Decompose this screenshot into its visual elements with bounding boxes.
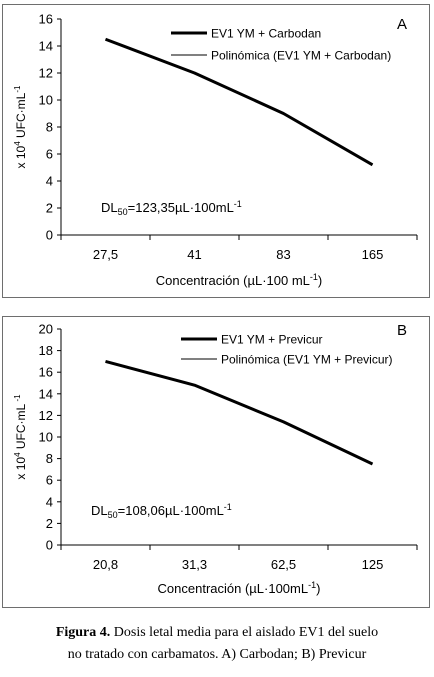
ld50-annotation: DL50=108,06µL·100mL-1	[91, 502, 232, 520]
x-tick-label: 41	[187, 247, 201, 262]
y-tick-label: 20	[39, 322, 53, 337]
x-axis-label: Concentración (µL·100mL-1)	[158, 580, 321, 596]
y-tick-label: 8	[46, 451, 53, 466]
x-tick-label: 20,8	[93, 557, 118, 572]
y-tick-label: 6	[46, 147, 53, 162]
y-tick-label: 10	[39, 430, 53, 445]
y-tick-label: 14	[39, 39, 53, 54]
legend-entry-1: EV1 YM + Carbodan	[211, 27, 321, 41]
y-tick-label: 12	[39, 66, 53, 81]
y-tick-label: 0	[46, 538, 53, 553]
panel-label: A	[397, 16, 407, 33]
y-tick-label: 12	[39, 408, 53, 423]
x-tick-label: 165	[362, 247, 384, 262]
x-tick-label: 83	[276, 247, 290, 262]
panel-label: B	[397, 322, 407, 339]
ld50-annotation: DL50=123,35µL·100mL-1	[101, 199, 242, 217]
y-tick-label: 16	[39, 365, 53, 380]
x-tick-label: 62,5	[271, 557, 296, 572]
y-tick-label: 10	[39, 93, 53, 108]
y-tick-label: 0	[46, 228, 53, 243]
caption-line-2: no tratado con carbamatos. A) Carbodan; …	[67, 647, 367, 662]
legend-entry-2: Polinómica (EV1 YM + Carbodan)	[211, 49, 391, 63]
chart-a-svg: 0 2 4 6 8 10 12 14 16 27,5 41 83 165 EV1 YM + Carboda…	[13, 12, 418, 288]
y-tick-label: 4	[46, 494, 53, 509]
chart-panel-a: 0 2 4 6 8 10 12 14 16 27,5 41 83 165 EV1 YM + Carboda…	[2, 4, 430, 298]
y-tick-label: 2	[46, 516, 53, 531]
series-line-2	[105, 360, 373, 465]
y-axis-label: x 104 UFC·mL -1	[13, 394, 28, 480]
x-tick-label: 27,5	[93, 247, 118, 262]
caption-line-1: Dosis letal media para el aislado EV1 de…	[110, 625, 379, 640]
y-tick-label: 2	[46, 201, 53, 216]
x-tick-label: 31,3	[182, 557, 207, 572]
chart-b-svg: 0 2 4 6 8 10 12 14 16 18 20 20,8 31,3 62,5 125 EV1 YM +…	[13, 322, 418, 596]
y-axis-label: x 104 UFC·mL-1	[13, 85, 28, 168]
x-tick-label: 125	[362, 557, 384, 572]
series-line-2	[105, 38, 373, 166]
chart-panel-b: 0 2 4 6 8 10 12 14 16 18 20 20,8 31,3 62,5 125 EV1 YM +…	[2, 316, 430, 608]
y-tick-label: 14	[39, 386, 53, 401]
y-tick-label: 18	[39, 343, 53, 358]
legend-entry-2: Polinómica (EV1 YM + Previcur)	[221, 353, 393, 367]
caption-figure-number: Figura 4.	[55, 625, 111, 640]
y-tick-label: 8	[46, 120, 53, 135]
y-tick-label: 4	[46, 174, 53, 189]
figure-caption: Figura 4. Dosis letal media para el aisl…	[0, 622, 434, 666]
y-tick-label: 16	[39, 12, 53, 27]
x-axis-label: Concentración (µL·100 mL-1)	[156, 272, 323, 288]
legend-entry-1: EV1 YM + Previcur	[221, 333, 322, 347]
y-tick-label: 6	[46, 473, 53, 488]
series-line-1	[105, 359, 374, 466]
